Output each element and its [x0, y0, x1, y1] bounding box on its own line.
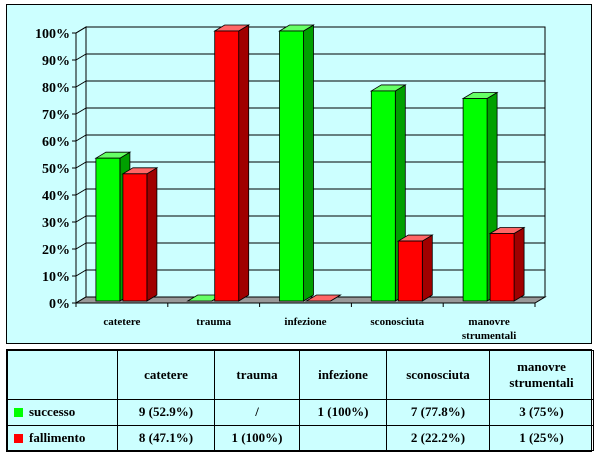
table-cell: 1 (100%): [299, 399, 387, 426]
gridline-side: [75, 80, 87, 88]
legend-label: successo: [29, 404, 76, 420]
x-tick-label-line: sconosciuta: [370, 316, 424, 328]
gridline-side: [75, 26, 87, 34]
bar-side: [421, 234, 433, 302]
y-tick-label: 10%: [42, 270, 70, 285]
chart-panel: 0% 10% 20% 30% 40% 50% 60% 70% 80% 90% 100% cateter…: [6, 4, 592, 344]
data-table: catetere trauma infezione sconosciuta ma…: [7, 349, 594, 452]
table-row: successo 9 (52.9%) / 1 (100%) 7 (77.8%) …: [7, 399, 594, 426]
table-cell: 9 (52.9%): [117, 399, 215, 426]
y-tick-label: 20%: [42, 243, 70, 258]
gridline-side: [75, 161, 87, 169]
table-cell: 3 (75%): [489, 399, 594, 426]
bar-side: [146, 167, 158, 302]
table-header-cell: manovre strumentali: [489, 349, 594, 401]
legend-cell-fallimento: fallimento: [7, 424, 118, 452]
bar-side: [303, 24, 314, 302]
table-header-cell: catetere: [117, 349, 215, 401]
table-cell: 1 (100%): [214, 424, 300, 452]
table-cell: 1 (25%): [489, 424, 594, 452]
bar: [462, 98, 488, 302]
x-tick-label-line: manovre: [468, 316, 509, 328]
legend-cell-successo: successo: [7, 399, 118, 426]
y-tick-label: 50%: [42, 162, 70, 177]
table-cell: 2 (22.2%): [386, 424, 490, 452]
x-tick-label-line: strumentali: [462, 330, 516, 342]
y-tick-label: 100%: [35, 27, 70, 42]
gridline-side: [75, 242, 87, 250]
table-header-cell: sconosciuta: [386, 349, 490, 401]
x-tick-label: infezione: [284, 316, 326, 328]
x-tick-label: manovre strumentali: [462, 316, 516, 342]
gridline-side: [75, 188, 87, 196]
y-tick-label: 60%: [42, 135, 70, 150]
legend-swatch-successo: [14, 408, 23, 418]
bar: [279, 30, 304, 302]
data-table-panel: catetere trauma infezione sconosciuta ma…: [6, 349, 594, 452]
table-header-row: catetere trauma infezione sconosciuta ma…: [7, 349, 594, 401]
x-tick-label-line: catetere: [103, 316, 140, 328]
y-tick-label: 30%: [42, 216, 70, 231]
bar: [489, 233, 515, 302]
gridline-side: [75, 53, 87, 61]
x-tick-label: trauma: [196, 316, 231, 328]
legend-swatch-fallimento: [14, 433, 23, 443]
bar: [122, 173, 148, 302]
bar-side: [238, 24, 250, 302]
bar-chart: 0% 10% 20% 30% 40% 50% 60% 70% 80% 90% 100% cateter…: [35, 24, 547, 342]
table-row: fallimento 8 (47.1%) 1 (100%) 2 (22.2%) …: [7, 424, 594, 452]
bar-top: [305, 294, 342, 302]
gridline-side: [75, 269, 87, 277]
x-tick-label-line: infezione: [284, 316, 326, 328]
bar: [370, 90, 396, 302]
table-header-cell: trauma: [214, 349, 300, 401]
bar: [397, 240, 423, 302]
table-cell: /: [214, 399, 300, 426]
gridline-side: [75, 215, 87, 223]
x-tick-label-line: trauma: [196, 316, 231, 328]
y-tick-label: 80%: [42, 81, 70, 96]
y-tick-label: 0%: [49, 297, 70, 312]
bar: [95, 157, 121, 302]
bar-side: [513, 226, 525, 302]
table-corner-cell: [7, 349, 118, 401]
gridline-side: [75, 107, 87, 115]
table-cell: [299, 424, 387, 452]
gridline-side: [75, 134, 87, 142]
table-cell: 7 (77.8%): [386, 399, 490, 426]
x-tick-label: catetere: [103, 316, 140, 328]
y-tick-label: 70%: [42, 108, 70, 123]
x-tick-label: sconosciuta: [370, 316, 424, 328]
legend-label: fallimento: [29, 429, 86, 445]
bar: [214, 30, 240, 302]
y-tick-label: 90%: [42, 54, 70, 69]
y-tick-label: 40%: [42, 189, 70, 204]
table-header-cell: infezione: [299, 349, 387, 401]
table-cell: 8 (47.1%): [117, 424, 215, 452]
